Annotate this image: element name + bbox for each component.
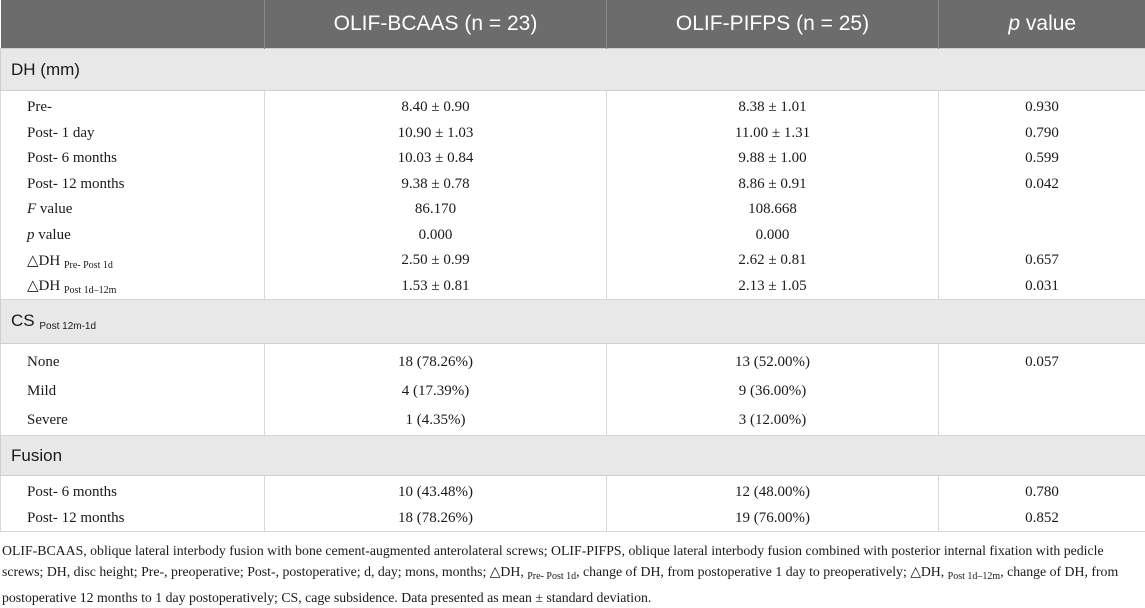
header-row: OLIF-BCAAS (n = 23) OLIF-PIFPS (n = 25) … bbox=[1, 0, 1145, 49]
results-table: OLIF-BCAAS (n = 23) OLIF-PIFPS (n = 25) … bbox=[0, 0, 1145, 532]
table-row: Mild 4 (17.39%) 9 (36.00%) bbox=[1, 377, 1145, 406]
cell-pifps: 8.86 ± 0.91 bbox=[607, 172, 939, 198]
cell-pifps: 3 (12.00%) bbox=[607, 406, 939, 436]
table-row: Post- 6 months 10 (43.48%) 12 (48.00%) 0… bbox=[1, 476, 1145, 506]
cell-p bbox=[939, 197, 1145, 223]
section-cs-title: CS Post 12m-1d bbox=[1, 300, 1145, 344]
cell-p bbox=[939, 223, 1145, 249]
cell-pifps: 19 (76.00%) bbox=[607, 506, 939, 532]
cell-p: 0.057 bbox=[939, 344, 1145, 378]
cell-bcaas: 18 (78.26%) bbox=[265, 344, 607, 378]
cell-bcaas: 10.90 ± 1.03 bbox=[265, 121, 607, 147]
cell-bcaas: 1 (4.35%) bbox=[265, 406, 607, 436]
footnote-part2: , change of DH, from postoperative 1 day… bbox=[576, 564, 948, 579]
cell-bcaas: 4 (17.39%) bbox=[265, 377, 607, 406]
cell-pifps: 2.62 ± 0.81 bbox=[607, 248, 939, 274]
row-label: None bbox=[1, 344, 265, 378]
row-label: Post- 12 months bbox=[1, 506, 265, 532]
row-label: F value bbox=[1, 197, 265, 223]
footnote-sub1: Pre- Post 1d bbox=[527, 571, 576, 582]
cell-p: 0.042 bbox=[939, 172, 1145, 198]
cell-pifps: 0.000 bbox=[607, 223, 939, 249]
cell-bcaas: 9.38 ± 0.78 bbox=[265, 172, 607, 198]
cell-bcaas: 10.03 ± 0.84 bbox=[265, 146, 607, 172]
cell-p: 0.031 bbox=[939, 274, 1145, 300]
table-row: None 18 (78.26%) 13 (52.00%) 0.057 bbox=[1, 344, 1145, 378]
table-row: F value 86.170 108.668 bbox=[1, 197, 1145, 223]
cell-p: 0.790 bbox=[939, 121, 1145, 147]
cell-pifps: 9.88 ± 1.00 bbox=[607, 146, 939, 172]
row-label: Pre- bbox=[1, 91, 265, 121]
cell-pifps: 8.38 ± 1.01 bbox=[607, 91, 939, 121]
section-dh-title: DH (mm) bbox=[1, 49, 1145, 91]
row-label: Post- 6 months bbox=[1, 146, 265, 172]
header-olif-pifps: OLIF-PIFPS (n = 25) bbox=[607, 0, 939, 49]
cell-bcaas: 2.50 ± 0.99 bbox=[265, 248, 607, 274]
section-cs: CS Post 12m-1d bbox=[1, 300, 1145, 344]
row-label-rest: value bbox=[35, 227, 71, 243]
row-label-main: △DH bbox=[27, 278, 64, 294]
row-label-rest: value bbox=[36, 201, 72, 217]
row-label-main: △DH bbox=[27, 253, 64, 269]
header-blank bbox=[1, 0, 265, 49]
cell-p: 0.657 bbox=[939, 248, 1145, 274]
row-label: p value bbox=[1, 223, 265, 249]
table-row: Pre- 8.40 ± 0.90 8.38 ± 1.01 0.930 bbox=[1, 91, 1145, 121]
cell-bcaas: 1.53 ± 0.81 bbox=[265, 274, 607, 300]
section-fusion: Fusion bbox=[1, 436, 1145, 476]
cell-bcaas: 10 (43.48%) bbox=[265, 476, 607, 506]
table-footnote: OLIF-BCAAS, oblique lateral interbody fu… bbox=[2, 540, 1142, 608]
row-label-sub: Pre- Post 1d bbox=[64, 260, 113, 271]
row-label-italic: p bbox=[27, 227, 35, 243]
table-row: Post- 6 months 10.03 ± 0.84 9.88 ± 1.00 … bbox=[1, 146, 1145, 172]
row-label: Post- 12 months bbox=[1, 172, 265, 198]
header-p-value: p value bbox=[939, 0, 1145, 49]
cell-pifps: 108.668 bbox=[607, 197, 939, 223]
row-label-sub: Post 1d–12m bbox=[64, 285, 117, 296]
row-label: Severe bbox=[1, 406, 265, 436]
header-olif-bcaas: OLIF-BCAAS (n = 23) bbox=[265, 0, 607, 49]
table-row: Severe 1 (4.35%) 3 (12.00%) bbox=[1, 406, 1145, 436]
cell-pifps: 12 (48.00%) bbox=[607, 476, 939, 506]
table-row: Post- 12 months 9.38 ± 0.78 8.86 ± 0.91 … bbox=[1, 172, 1145, 198]
cell-p bbox=[939, 377, 1145, 406]
row-label: Mild bbox=[1, 377, 265, 406]
cell-p bbox=[939, 406, 1145, 436]
cell-pifps: 13 (52.00%) bbox=[607, 344, 939, 378]
table-row: Post- 12 months 18 (78.26%) 19 (76.00%) … bbox=[1, 506, 1145, 532]
cell-bcaas: 0.000 bbox=[265, 223, 607, 249]
cell-p: 0.852 bbox=[939, 506, 1145, 532]
footnote-sub2: Post 1d–12m bbox=[948, 571, 1001, 582]
section-dh: DH (mm) bbox=[1, 49, 1145, 91]
cell-bcaas: 8.40 ± 0.90 bbox=[265, 91, 607, 121]
section-fusion-title: Fusion bbox=[1, 436, 1145, 476]
cell-p: 0.780 bbox=[939, 476, 1145, 506]
row-label: △DH Post 1d–12m bbox=[1, 274, 265, 300]
cell-pifps: 9 (36.00%) bbox=[607, 377, 939, 406]
section-cs-title-main: CS bbox=[11, 311, 39, 330]
section-cs-title-sub: Post 12m-1d bbox=[39, 321, 96, 332]
table-row: p value 0.000 0.000 bbox=[1, 223, 1145, 249]
row-label: △DH Pre- Post 1d bbox=[1, 248, 265, 274]
table-row: △DH Post 1d–12m 1.53 ± 0.81 2.13 ± 1.05 … bbox=[1, 274, 1145, 300]
table-row: △DH Pre- Post 1d 2.50 ± 0.99 2.62 ± 0.81… bbox=[1, 248, 1145, 274]
cell-bcaas: 86.170 bbox=[265, 197, 607, 223]
cell-bcaas: 18 (78.26%) bbox=[265, 506, 607, 532]
table-row: Post- 1 day 10.90 ± 1.03 11.00 ± 1.31 0.… bbox=[1, 121, 1145, 147]
cell-pifps: 11.00 ± 1.31 bbox=[607, 121, 939, 147]
row-label: Post- 1 day bbox=[1, 121, 265, 147]
row-label-italic: F bbox=[27, 201, 36, 217]
cell-p: 0.599 bbox=[939, 146, 1145, 172]
cell-p: 0.930 bbox=[939, 91, 1145, 121]
cell-pifps: 2.13 ± 1.05 bbox=[607, 274, 939, 300]
row-label: Post- 6 months bbox=[1, 476, 265, 506]
header-p-italic: p bbox=[1008, 12, 1020, 35]
header-p-rest: value bbox=[1020, 12, 1076, 35]
